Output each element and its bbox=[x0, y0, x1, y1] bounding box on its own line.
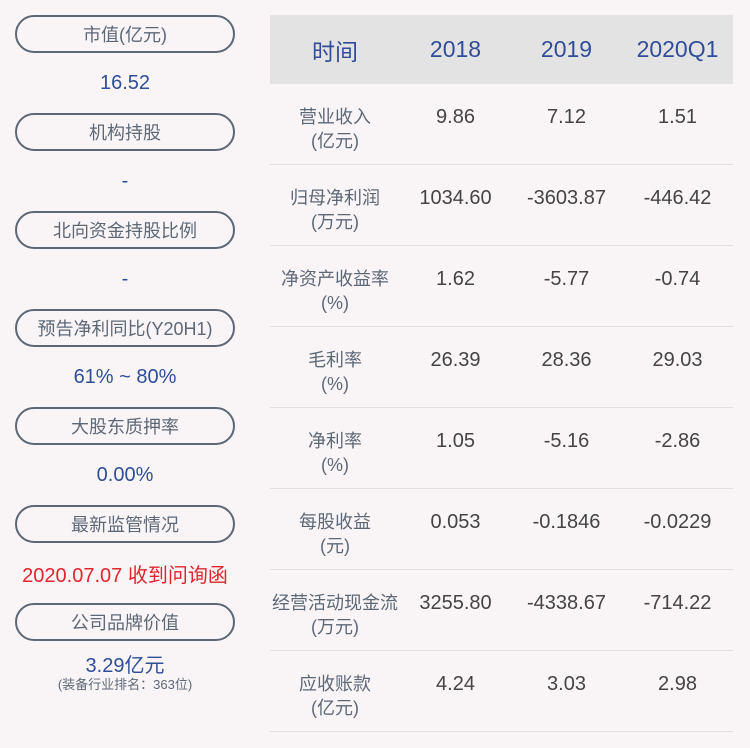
cell-value: -446.42 bbox=[643, 187, 712, 209]
metric-northbound-ratio: 北向资金持股比例 - bbox=[15, 211, 235, 309]
cell-value: 0.053 bbox=[430, 511, 481, 533]
metric-label: 北向资金持股比例 bbox=[15, 211, 235, 249]
metric-value: - bbox=[121, 169, 129, 192]
table-row: 归母净利润 (万元) 1034.60 -3603.87 -446.42 bbox=[270, 165, 733, 246]
cell-value: -5.77 bbox=[543, 268, 590, 290]
metric-profit-forecast: 预告净利同比(Y20H1) 61% ~ 80% bbox=[15, 309, 235, 407]
cell-value: 1.51 bbox=[658, 106, 697, 128]
cell-value: 3255.80 bbox=[419, 592, 492, 614]
cell-value: 1.05 bbox=[436, 430, 475, 452]
metric-value: - bbox=[121, 267, 129, 290]
table-row: 净资产收益率 (%) 1.62 -5.77 -0.74 bbox=[270, 246, 733, 327]
cell-value: -2.86 bbox=[654, 430, 701, 452]
cell-value: 29.03 bbox=[652, 349, 703, 371]
metric-label: 最新监管情况 bbox=[15, 505, 235, 543]
cell-value: 28.36 bbox=[541, 349, 592, 371]
cell-value: 2.98 bbox=[658, 673, 697, 695]
row-label: 净资产收益率 (%) bbox=[281, 269, 389, 313]
metric-pledge-ratio: 大股东质押率 0.00% bbox=[15, 407, 235, 505]
cell-value: -714.22 bbox=[643, 592, 712, 614]
metric-label: 机构持股 bbox=[15, 113, 235, 151]
row-label: 每股收益 (元) bbox=[299, 512, 371, 556]
metric-rank-note: (装备行业排名：363位) bbox=[57, 677, 193, 692]
row-label: 经营活动现金流 (万元) bbox=[272, 593, 398, 637]
table-row: 营业收入 (亿元) 9.86 7.12 1.51 bbox=[270, 84, 733, 165]
cell-value: -5.16 bbox=[543, 430, 590, 452]
cell-value: 7.12 bbox=[547, 106, 586, 128]
metric-value: 0.00% bbox=[96, 463, 154, 486]
row-label: 营业收入 (亿元) bbox=[299, 107, 371, 151]
table-row: 毛利率 (%) 26.39 28.36 29.03 bbox=[270, 327, 733, 408]
row-label: 毛利率 (%) bbox=[308, 350, 362, 394]
table-header: 时间 2018 2019 2020Q1 bbox=[270, 15, 733, 84]
cell-value: 1.62 bbox=[436, 268, 475, 290]
metric-label: 公司品牌价值 bbox=[15, 603, 235, 641]
metric-value-alert: 2020.07.07 收到问询函 bbox=[22, 564, 228, 587]
financials-table: 时间 2018 2019 2020Q1 营业收入 (亿元) 9.86 7.12 1… bbox=[270, 15, 733, 732]
metric-label: 预告净利同比(Y20H1) bbox=[15, 309, 235, 347]
cell-value: 3.03 bbox=[547, 673, 586, 695]
metric-value-group: 3.29亿元 (装备行业排名：363位) bbox=[15, 641, 235, 701]
metric-value: 61% ~ 80% bbox=[73, 365, 177, 388]
header-2020q1: 2020Q1 bbox=[636, 36, 719, 62]
header-period: 时间 bbox=[312, 38, 358, 65]
metric-institutional-holding: 机构持股 - bbox=[15, 113, 235, 211]
cell-value: -0.74 bbox=[654, 268, 701, 290]
row-label: 应收账款 (亿元) bbox=[299, 674, 371, 718]
cell-value: 4.24 bbox=[436, 673, 475, 695]
row-label: 归母净利润 (万元) bbox=[290, 188, 380, 232]
header-2018: 2018 bbox=[429, 36, 482, 62]
table-row: 经营活动现金流 (万元) 3255.80 -4338.67 -714.22 bbox=[270, 570, 733, 651]
table-row: 净利率 (%) 1.05 -5.16 -2.86 bbox=[270, 408, 733, 489]
cell-value: 1034.60 bbox=[419, 187, 492, 209]
metric-market-cap: 市值(亿元) 16.52 bbox=[15, 15, 235, 113]
cell-value: 9.86 bbox=[436, 106, 475, 128]
cell-value: -3603.87 bbox=[527, 187, 606, 209]
header-2019: 2019 bbox=[540, 36, 593, 62]
key-metrics-panel: 市值(亿元) 16.52 机构持股 - 北向资金持股比例 - 预告净利同比(Y2… bbox=[15, 15, 235, 701]
metric-regulatory-status: 最新监管情况 2020.07.07 收到问询函 bbox=[15, 505, 235, 603]
table-row: 应收账款 (亿元) 4.24 3.03 2.98 bbox=[270, 651, 733, 732]
metric-value: 16.52 bbox=[99, 71, 151, 94]
metric-value: 3.29亿元 bbox=[85, 655, 165, 677]
cell-value: -0.0229 bbox=[643, 511, 712, 533]
metric-label: 市值(亿元) bbox=[15, 15, 235, 53]
cell-value: -0.1846 bbox=[532, 511, 601, 533]
row-label: 净利率 (%) bbox=[308, 431, 362, 475]
cell-value: 26.39 bbox=[430, 349, 481, 371]
metric-label: 大股东质押率 bbox=[15, 407, 235, 445]
cell-value: -4338.67 bbox=[527, 592, 606, 614]
table-row: 每股收益 (元) 0.053 -0.1846 -0.0229 bbox=[270, 489, 733, 570]
metric-brand-value: 公司品牌价值 3.29亿元 (装备行业排名：363位) bbox=[15, 603, 235, 701]
